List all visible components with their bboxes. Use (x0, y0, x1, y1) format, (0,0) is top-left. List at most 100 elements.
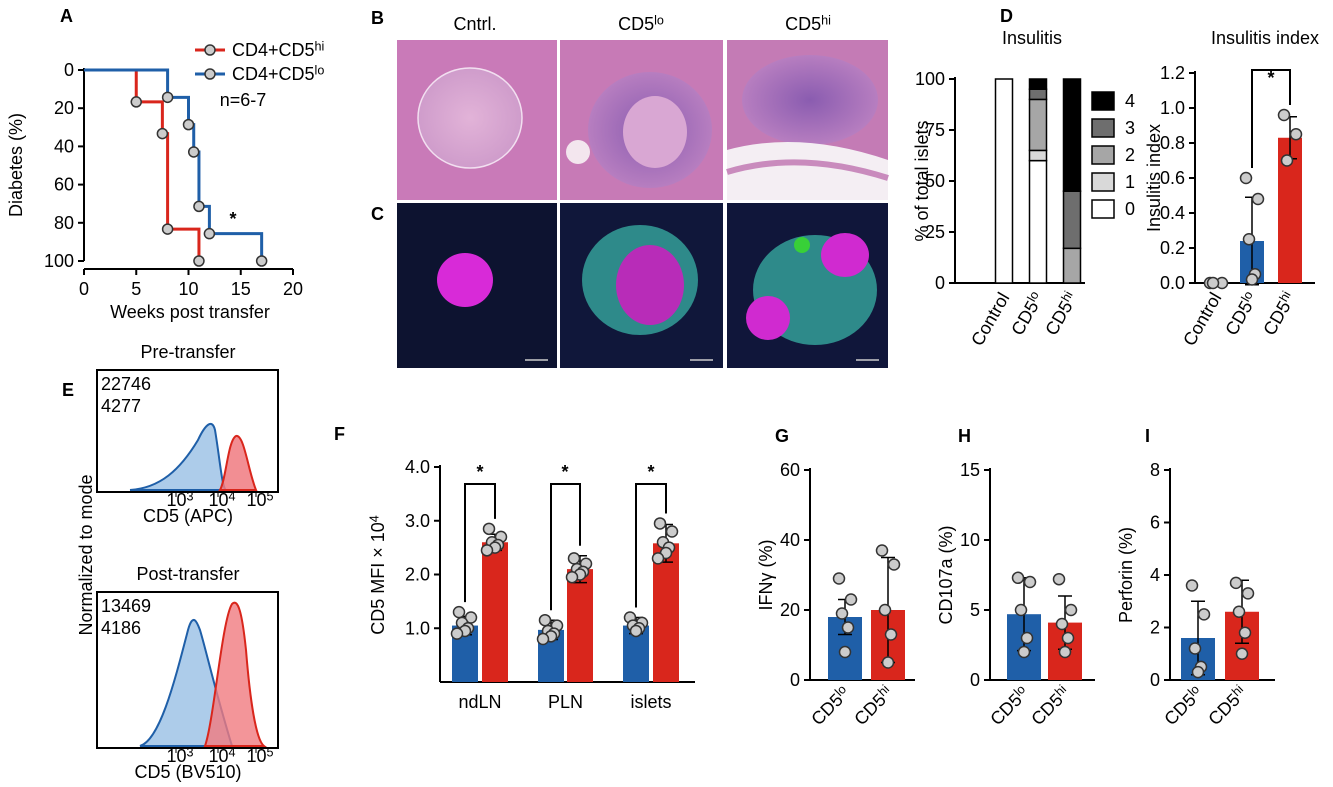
x-tick-label: CD5lo (986, 682, 1033, 729)
data-point (536, 632, 550, 646)
x-tick-label: CD5hi (1259, 289, 1300, 339)
legend-label: 3 (1125, 118, 1135, 138)
y-tick-label: 4.0 (405, 457, 430, 477)
legend-swatch (1091, 145, 1115, 165)
panel-label: I (1145, 426, 1150, 446)
mfi-label: 13469 (101, 596, 151, 616)
data-point (878, 603, 892, 617)
text-part: hi (315, 39, 325, 53)
y-axis-label: CD5 MFI × 104 (367, 515, 388, 635)
text-part: 10 (208, 746, 228, 766)
data-point (1017, 645, 1031, 659)
bar-segment (1028, 149, 1048, 162)
y-tick-label: 0 (970, 670, 980, 690)
data-point (567, 552, 581, 565)
data-point (1251, 192, 1265, 206)
bar-segment (1062, 247, 1082, 284)
panel-label: A (60, 6, 73, 26)
y-tick-label: 0 (935, 273, 945, 293)
legend-swatch (1091, 91, 1115, 111)
y-tick-label: 5 (970, 600, 980, 620)
data-point (1011, 571, 1025, 585)
y-tick-label: 0.0 (1160, 273, 1185, 293)
bar-segment (1062, 190, 1082, 250)
data-point (884, 628, 898, 641)
legend-swatch (1091, 118, 1115, 138)
survival-point (161, 223, 174, 235)
legend-label: 4 (1125, 91, 1135, 111)
y-tick-label: 6 (1150, 513, 1160, 533)
histogram-frame (96, 369, 279, 493)
if-images (397, 203, 888, 368)
bar-segment (1028, 159, 1048, 284)
y-axis-label: CD107a (%) (936, 525, 956, 624)
annotation: * (1267, 68, 1274, 88)
image-title: CD5lo (618, 13, 664, 34)
legend-swatch (1091, 199, 1115, 219)
x-tick-label: 5 (131, 279, 141, 299)
histogram-curves (129, 422, 267, 747)
bar-segment (1028, 78, 1048, 90)
data-point (1241, 587, 1255, 600)
x-tick-label: 105 (246, 489, 273, 510)
y-tick-label: 15 (960, 460, 980, 480)
annotation: * (229, 209, 236, 229)
data-point (1232, 605, 1246, 618)
legend-label: 2 (1125, 145, 1135, 165)
text-part: 4 (367, 515, 381, 522)
data-point (482, 522, 496, 536)
x-tick-label: 10 (178, 279, 198, 299)
bar (482, 542, 508, 682)
y-tick-label: 40 (780, 530, 800, 550)
text-part: CD5 (1259, 297, 1294, 338)
x-tick-label: 104 (208, 745, 235, 766)
islet (821, 233, 869, 277)
legend-label: CD4+CD5hi (232, 39, 324, 60)
bar-segment (1062, 78, 1082, 192)
data-point (1191, 665, 1205, 679)
y-tick-label: 4 (1150, 565, 1160, 585)
y-tick-label: 0 (64, 60, 74, 80)
text-part: 4 (229, 489, 236, 503)
text-part: 5 (267, 745, 274, 759)
data-point (1188, 642, 1202, 655)
y-axis-label: % of total islets (912, 120, 932, 241)
text-part: CD5 (618, 14, 654, 34)
x-tick-label: PLN (548, 692, 583, 712)
data-point (1229, 576, 1243, 590)
panel-label: B (371, 8, 384, 28)
x-tick-label: CD5hi (850, 682, 897, 729)
data-point (653, 517, 667, 530)
survival-point (193, 200, 205, 213)
histogram-x-label: CD5 (APC) (143, 506, 233, 526)
annotation: * (476, 462, 483, 482)
text-part: 4 (229, 745, 236, 759)
text-part: lo (315, 63, 325, 77)
significance-bracket (1251, 69, 1291, 168)
annotation: n=6-7 (220, 90, 267, 110)
data-point (835, 607, 849, 620)
histogram-title: Pre-transfer (140, 342, 235, 362)
x-axis-label: Weeks post transfer (110, 302, 270, 322)
survival-point (193, 255, 205, 267)
panel-label: E (62, 380, 74, 400)
data-point (1064, 603, 1078, 617)
survival-point (203, 227, 216, 240)
data-point (1055, 617, 1069, 631)
y-tick-label: 10 (960, 530, 980, 550)
legend-label: CD4+CD5lo (232, 63, 324, 84)
y-tick-label: 1.0 (405, 618, 430, 638)
x-tick-label: Control (967, 289, 1013, 349)
bar-segment (1028, 88, 1048, 101)
histogram-title: Post-transfer (136, 564, 239, 584)
legend-marker (204, 44, 216, 56)
data-point (832, 572, 846, 585)
survival-point (187, 146, 200, 158)
y-tick-label: 80 (54, 213, 74, 233)
y-tick-label: 60 (780, 460, 800, 480)
legend-label: 1 (1125, 172, 1135, 192)
x-tick-label: CD5lo (1221, 289, 1262, 339)
text-part: CD5 (1007, 297, 1042, 338)
survival-point (182, 118, 195, 131)
histogram-hi (203, 601, 267, 747)
